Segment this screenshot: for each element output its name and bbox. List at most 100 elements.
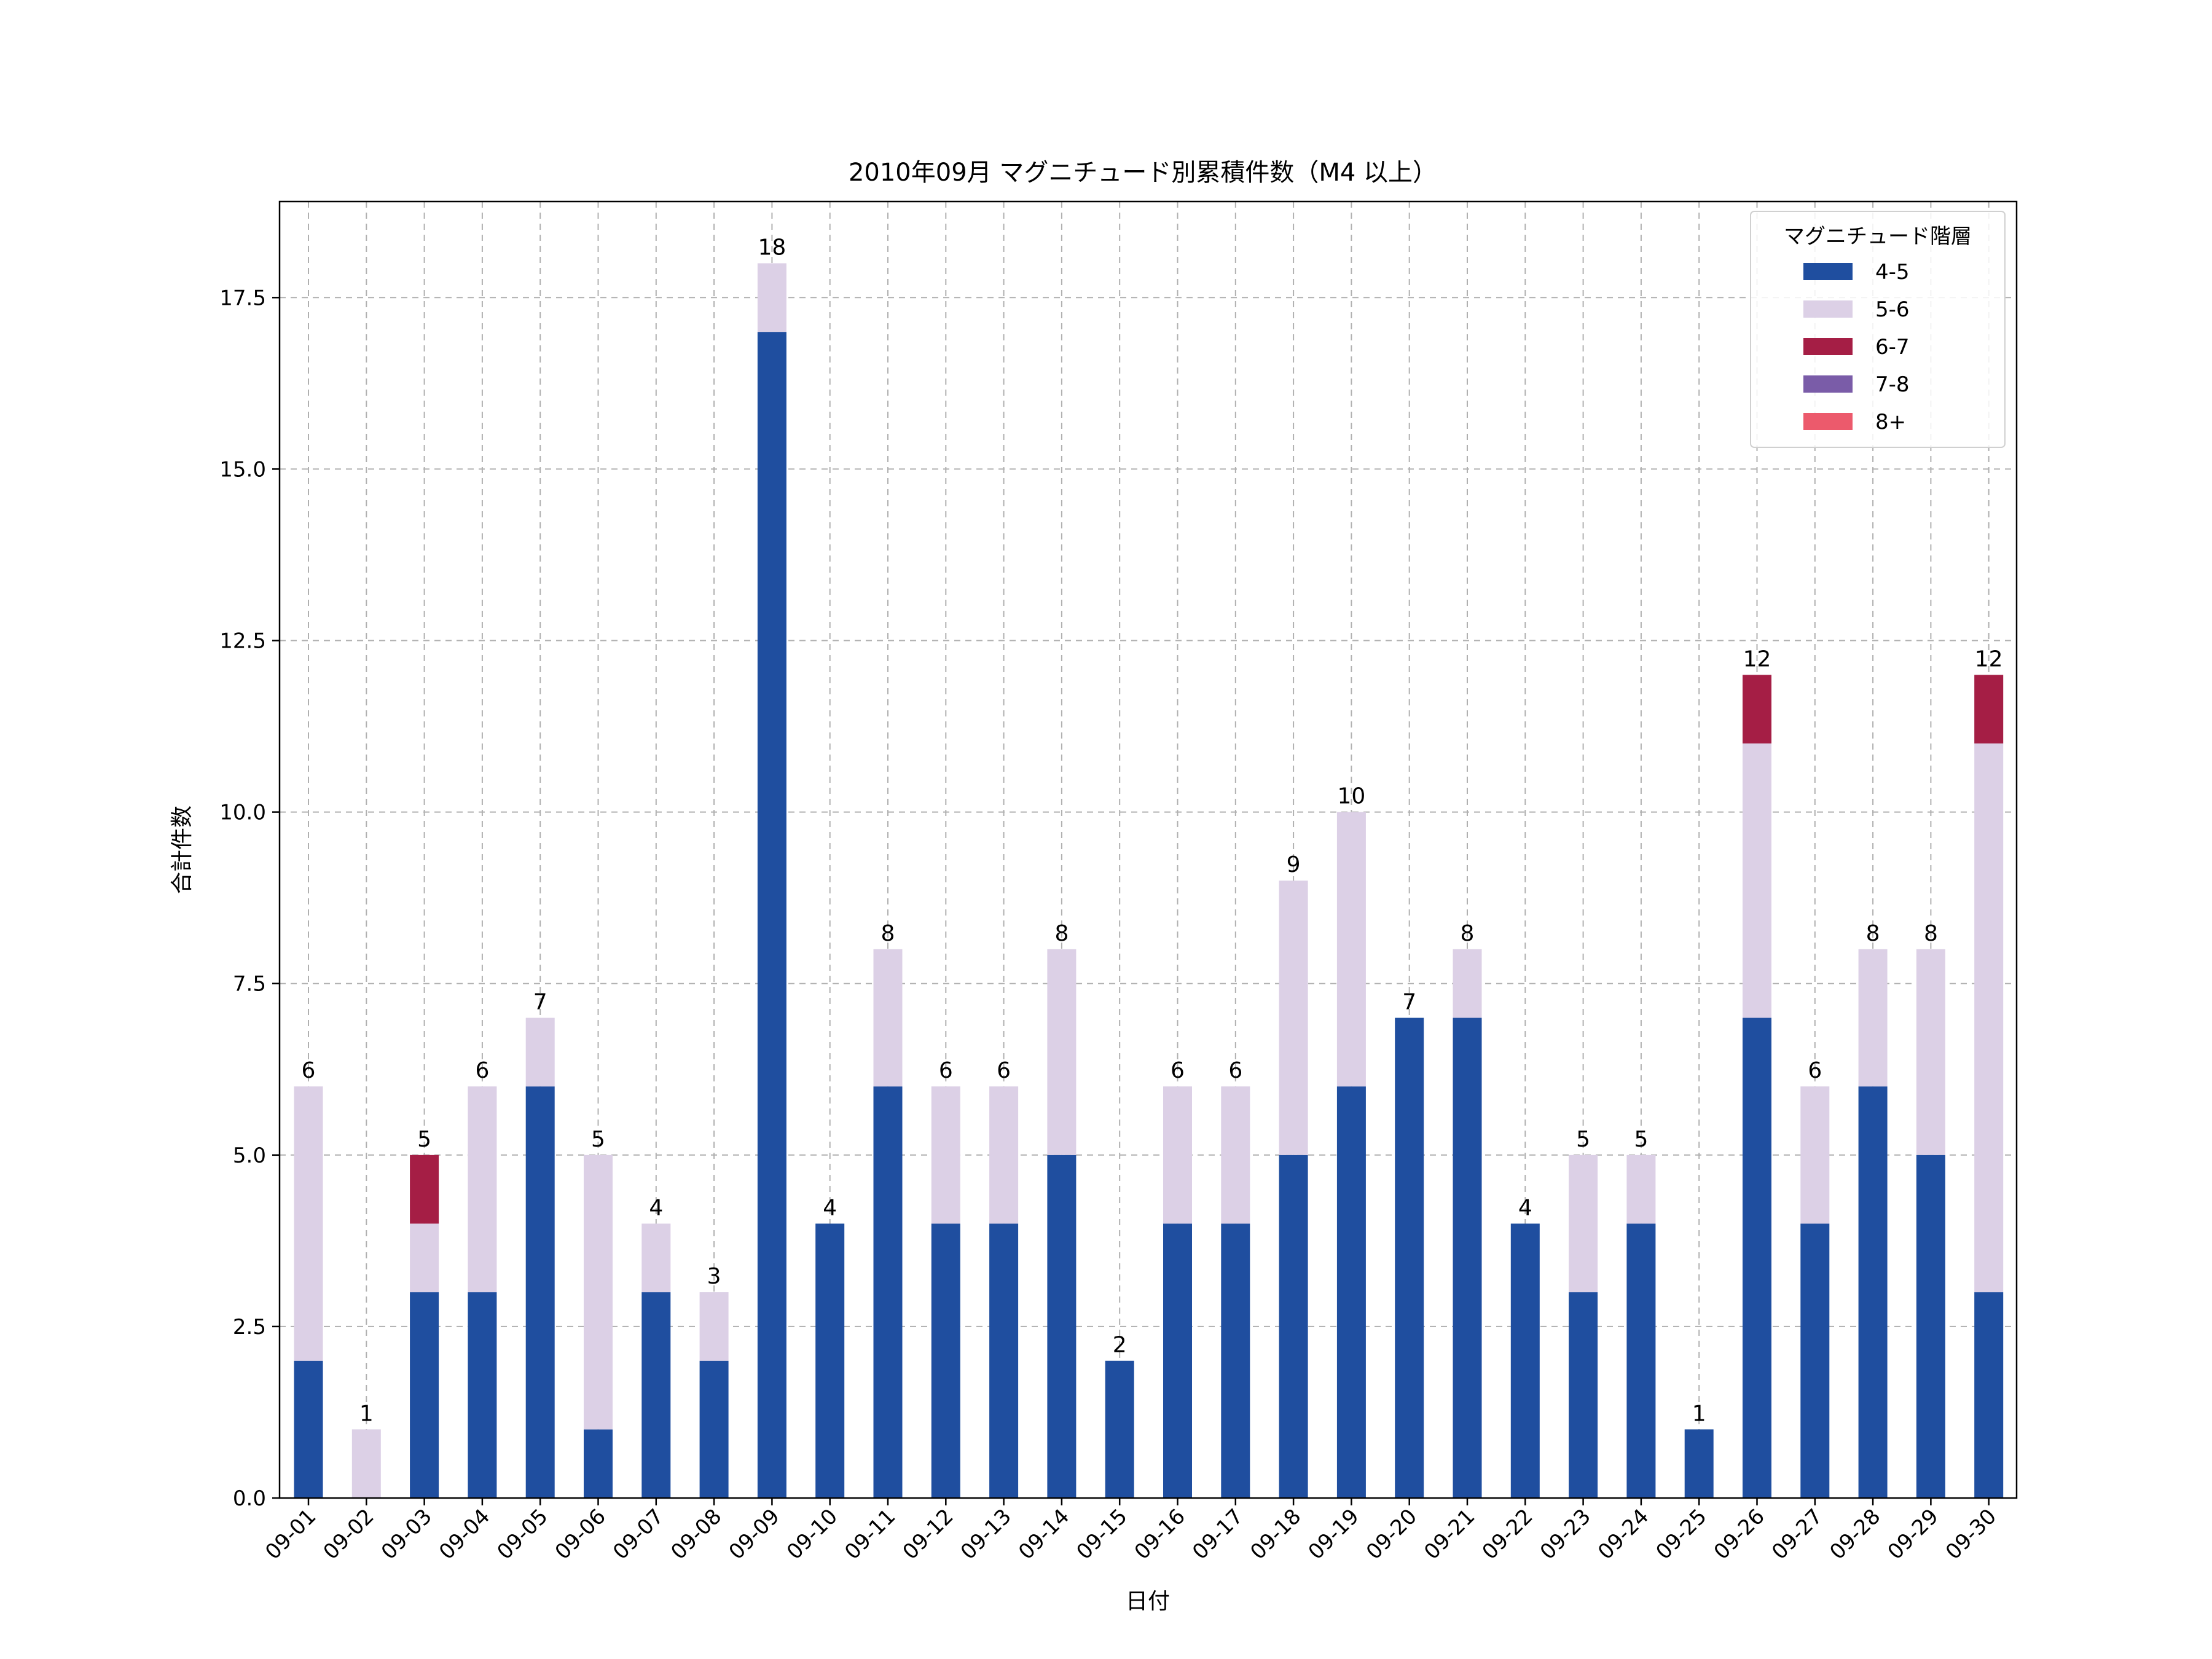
bar-segment-5-6 xyxy=(1336,812,1366,1087)
x-tick-label: 09-12 xyxy=(898,1504,959,1564)
bar-segment-5-6 xyxy=(699,1292,729,1361)
bar-segment-4-5 xyxy=(1105,1360,1134,1498)
x-tick-label: 09-27 xyxy=(1767,1504,1827,1564)
bar-segment-4-5 xyxy=(1453,1018,1482,1498)
x-tick-label: 09-06 xyxy=(551,1504,611,1564)
x-tick-label: 09-08 xyxy=(666,1504,726,1564)
bar-total-label: 1 xyxy=(359,1401,374,1426)
bar-segment-4-5 xyxy=(1221,1223,1250,1498)
legend-swatch-8+ xyxy=(1803,413,1853,430)
bar-segment-5-6 xyxy=(1626,1155,1656,1224)
x-tick-label: 09-02 xyxy=(319,1504,379,1564)
x-tick-label: 09-30 xyxy=(1941,1504,2001,1564)
bar-total-label: 4 xyxy=(1518,1195,1532,1220)
bar-segment-4-5 xyxy=(1047,1155,1077,1498)
bar-segment-4-5 xyxy=(1974,1292,2004,1498)
bar-segment-5-6 xyxy=(1974,743,2004,1293)
x-tick-label: 09-19 xyxy=(1304,1504,1364,1564)
x-axis-label: 日付 xyxy=(1126,1589,1170,1614)
bar-segment-5-6 xyxy=(1743,743,1771,1018)
x-tick-label: 09-13 xyxy=(956,1504,1016,1564)
x-tick-label: 09-29 xyxy=(1883,1504,1943,1564)
bar-total-label: 4 xyxy=(823,1195,837,1220)
legend-swatch-5-6 xyxy=(1803,300,1853,318)
bar-segment-5-6 xyxy=(1221,1086,1250,1224)
bar-segment-4-5 xyxy=(1279,1155,1308,1498)
bar-total-label: 10 xyxy=(1337,784,1365,809)
plot-frame xyxy=(278,200,2018,1499)
chart-title: 2010年09月 マグニチュード別累積件数（M4 以上） xyxy=(849,159,1437,187)
bar-segment-4-5 xyxy=(1916,1155,1945,1498)
legend-items: 4-5 5-6 6-7 7-8 8+ xyxy=(1803,260,1910,434)
bar-segment-5-6 xyxy=(1279,880,1308,1155)
x-tick-label: 09-20 xyxy=(1362,1504,1422,1564)
x-tick-label: 09-17 xyxy=(1188,1504,1248,1564)
x-tick-label: 09-26 xyxy=(1709,1504,1770,1564)
bar-total-label: 12 xyxy=(1743,646,1771,672)
bar-segment-5-6 xyxy=(1047,949,1077,1155)
x-tick-label: 09-24 xyxy=(1593,1504,1653,1564)
x-tick-label: 09-18 xyxy=(1245,1504,1306,1564)
bar-total-label: 2 xyxy=(1113,1333,1127,1358)
bar-segment-4-5 xyxy=(525,1086,555,1498)
bar-segment-5-6 xyxy=(757,263,786,332)
x-tick-label: 09-14 xyxy=(1014,1504,1074,1564)
x-tick-label: 09-15 xyxy=(1072,1504,1132,1564)
legend-swatch-6-7 xyxy=(1803,338,1853,355)
x-tick-label: 09-01 xyxy=(261,1504,321,1564)
bar-segment-4-5 xyxy=(1510,1223,1540,1498)
x-tick-label: 09-04 xyxy=(434,1504,495,1564)
bar-segment-6-7 xyxy=(1974,675,2004,743)
data-labels: 6 1 5 6 7 5 4 3 18 4 8 6 6 8 2 6 6 9 10 7 8 4 5 5 1 12 6 8 8 12 xyxy=(302,235,2003,1426)
x-tick-label: 09-11 xyxy=(840,1504,900,1564)
y-tick-label: 12.5 xyxy=(219,629,266,653)
bar-segment-4-5 xyxy=(873,1086,903,1498)
legend-label: 7-8 xyxy=(1875,372,1910,397)
bar-total-label: 12 xyxy=(1975,646,2003,672)
bar-total-label: 5 xyxy=(1576,1127,1590,1152)
bar-total-label: 6 xyxy=(1808,1058,1822,1083)
bar-segment-5-6 xyxy=(294,1086,323,1361)
x-tick-label: 09-10 xyxy=(782,1504,842,1564)
bar-segment-5-6 xyxy=(989,1086,1019,1224)
bar-total-label: 7 xyxy=(533,990,547,1015)
bar-total-label: 8 xyxy=(1924,921,1938,946)
x-tick-label: 09-09 xyxy=(724,1504,785,1564)
y-tick-label: 17.5 xyxy=(219,286,266,310)
bar-segment-4-5 xyxy=(815,1223,845,1498)
bar-segment-5-6 xyxy=(1569,1155,1598,1293)
x-tick-label: 09-07 xyxy=(608,1504,669,1564)
bar-segment-4-5 xyxy=(1800,1223,1830,1498)
bar-segment-4-5 xyxy=(989,1223,1019,1498)
legend-swatch-7-8 xyxy=(1803,375,1853,393)
bar-total-label: 5 xyxy=(417,1127,431,1152)
bar-segment-5-6 xyxy=(584,1155,613,1430)
bar-total-label: 3 xyxy=(707,1264,721,1289)
bar-total-label: 5 xyxy=(591,1127,605,1152)
bar-segment-4-5 xyxy=(1626,1223,1656,1498)
bar-segment-5-6 xyxy=(1800,1086,1830,1224)
bar-total-label: 5 xyxy=(1634,1127,1648,1152)
y-tick-label: 15.0 xyxy=(219,457,266,482)
y-axis-label: 合計件数 xyxy=(170,806,195,894)
bar-total-label: 6 xyxy=(1171,1058,1185,1083)
bar-segment-5-6 xyxy=(641,1223,671,1293)
y-tick-label: 5.0 xyxy=(233,1143,266,1168)
x-tick-label: 09-28 xyxy=(1825,1504,1885,1564)
bar-total-label: 8 xyxy=(1866,921,1880,946)
bar-segment-5-6 xyxy=(873,949,903,1087)
x-axis: 09-0109-0209-0309-0409-0509-0609-0709-08… xyxy=(261,1498,2001,1564)
bar-segment-5-6 xyxy=(525,1018,555,1087)
bar-total-label: 8 xyxy=(1461,921,1475,946)
bar-total-label: 18 xyxy=(758,235,786,260)
bar-total-label: 6 xyxy=(1228,1058,1242,1083)
bar-total-label: 6 xyxy=(475,1058,489,1083)
bar-segment-4-5 xyxy=(1163,1223,1192,1498)
bar-segment-4-5 xyxy=(699,1360,729,1498)
x-tick-label: 09-25 xyxy=(1651,1504,1711,1564)
y-tick-label: 2.5 xyxy=(233,1315,266,1339)
bar-total-label: 6 xyxy=(997,1058,1011,1083)
bar-segment-4-5 xyxy=(468,1292,497,1498)
x-tick-label: 09-23 xyxy=(1535,1504,1596,1564)
